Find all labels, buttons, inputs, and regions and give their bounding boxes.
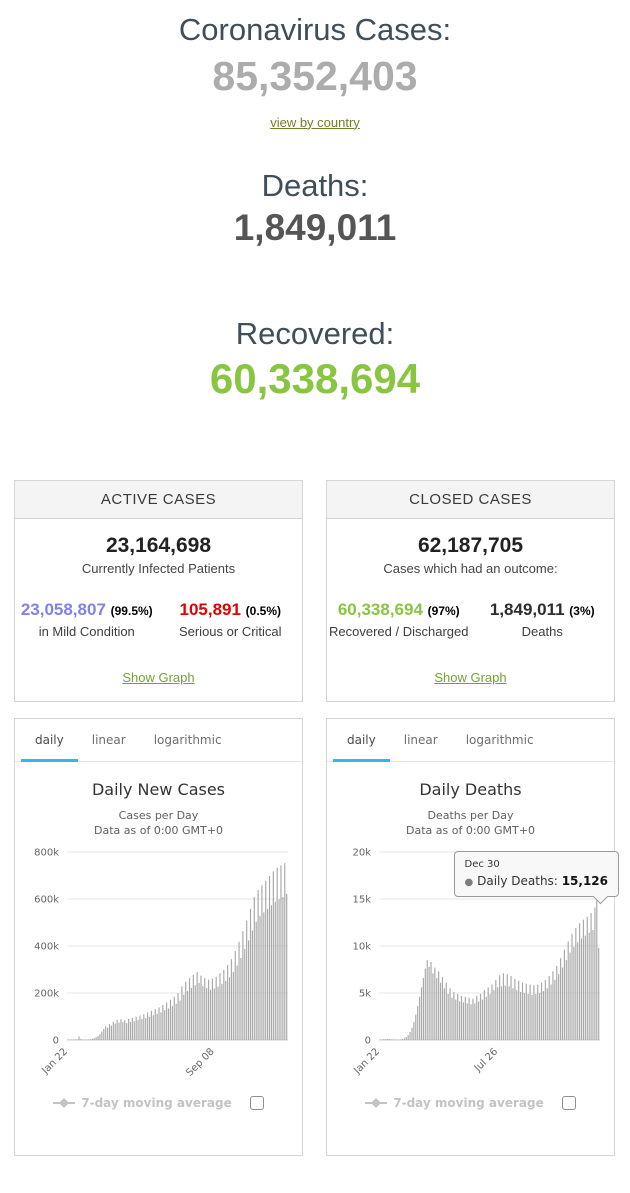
- closed-show-graph-link[interactable]: Show Graph: [434, 669, 507, 685]
- deaths-outcome-stat: 1,849,011 (3%) Deaths: [471, 600, 615, 639]
- cases-count: 85,352,403: [212, 52, 418, 99]
- cases-chart-tabs: daily linear logarithmic: [15, 719, 302, 762]
- main-counters: Coronavirus Cases: 85,352,403 view by co…: [0, 12, 630, 402]
- mild-number: 23,058,807: [20, 599, 106, 619]
- cases-legend-item[interactable]: 7-day moving average: [53, 1096, 232, 1111]
- serious-critical-stat: 105,891 (0.5%) Serious or Critical: [159, 600, 303, 639]
- active-cases-caption: Currently Infected Patients: [81, 560, 236, 576]
- closed-cases-caption: Cases which had an outcome:: [383, 560, 558, 576]
- deaths-outcome-caption: Deaths: [521, 623, 563, 639]
- active-cases-number: 23,164,698: [105, 533, 212, 557]
- deaths-chart-tabs: daily linear logarithmic: [327, 719, 614, 762]
- deaths-legend-checkbox[interactable]: [561, 1096, 576, 1111]
- active-cases-card: ACTIVE CASES 23,164,698 Currently Infect…: [14, 479, 303, 702]
- serious-pct: (0.5%): [245, 603, 282, 618]
- svg-text:5k: 5k: [359, 989, 371, 1000]
- svg-text:20k: 20k: [352, 848, 371, 859]
- closed-cases-number: 62,187,705: [417, 533, 524, 557]
- mild-pct: (99.5%): [110, 603, 153, 618]
- tab-logarithmic[interactable]: logarithmic: [465, 732, 534, 747]
- recovered-pct: (97%): [427, 603, 460, 618]
- cases-chart-plot[interactable]: 0 200k 400k 600k 800k Jan 22 Sep 08: [15, 844, 302, 1086]
- chart-cards-row: daily linear logarithmic Daily New Cases…: [0, 717, 630, 1156]
- cases-chart-subtitle: Cases per Day Data as of 0:00 GMT+0: [94, 808, 223, 837]
- svg-text:200k: 200k: [34, 989, 59, 1000]
- recovered-outcome-number: 60,338,694: [337, 599, 423, 619]
- cases-heading: Coronavirus Cases:: [178, 12, 452, 47]
- tab-daily[interactable]: daily: [21, 719, 78, 762]
- deaths-chart-subtitle: Deaths per Day Data as of 0:00 GMT+0: [406, 808, 535, 837]
- cases-legend-checkbox[interactable]: [249, 1096, 264, 1111]
- daily-deaths-card: daily linear logarithmic Daily Deaths De…: [326, 717, 619, 1156]
- chart-tooltip: Dec 30 ● Daily Deaths: 15,126: [453, 850, 619, 897]
- recovered-heading: Recovered:: [235, 315, 395, 351]
- deaths-chart-title: Daily Deaths: [419, 779, 522, 799]
- mild-caption: in Mild Condition: [38, 623, 135, 639]
- closed-cases-title: CLOSED CASES: [327, 480, 614, 519]
- view-by-country-link[interactable]: view by country: [270, 114, 360, 130]
- svg-text:0: 0: [365, 1036, 371, 1047]
- svg-text:10k: 10k: [352, 942, 371, 953]
- deaths-outcome-number: 1,849,011: [489, 599, 565, 619]
- recovered-discharged-stat: 60,338,694 (97%) Recovered / Discharged: [327, 600, 471, 639]
- tab-logarithmic[interactable]: logarithmic: [153, 732, 222, 747]
- svg-text:600k: 600k: [34, 895, 59, 906]
- moving-average-marker-icon: [53, 1098, 76, 1109]
- active-cases-title: ACTIVE CASES: [15, 480, 302, 519]
- tab-linear[interactable]: linear: [403, 732, 438, 747]
- cases-legend-label: 7-day moving average: [81, 1096, 232, 1111]
- svg-text:Jan 22: Jan 22: [351, 1047, 382, 1078]
- svg-text:Sep 08: Sep 08: [184, 1047, 216, 1079]
- stat-cards-row: ACTIVE CASES 23,164,698 Currently Infect…: [0, 479, 630, 702]
- mild-condition-stat: 23,058,807 (99.5%) in Mild Condition: [15, 600, 159, 639]
- closed-cases-card: CLOSED CASES 62,187,705 Cases which had …: [326, 479, 615, 702]
- cases-chart-title: Daily New Cases: [91, 779, 226, 799]
- tooltip-value: 15,126: [561, 873, 608, 888]
- svg-text:Jan 22: Jan 22: [39, 1047, 70, 1078]
- deaths-legend-item[interactable]: 7-day moving average: [365, 1096, 544, 1111]
- deaths-heading: Deaths:: [261, 167, 369, 203]
- tooltip-series-marker-icon: ●: [464, 876, 474, 888]
- deaths-legend-label: 7-day moving average: [393, 1096, 544, 1111]
- moving-average-marker-icon: [365, 1098, 388, 1109]
- active-show-graph-link[interactable]: Show Graph: [122, 669, 195, 685]
- recovered-count: 60,338,694: [209, 354, 421, 402]
- svg-text:0: 0: [53, 1036, 59, 1047]
- deaths-pct: (3%): [569, 603, 595, 618]
- recovered-outcome-caption: Recovered / Discharged: [329, 623, 469, 639]
- daily-new-cases-card: daily linear logarithmic Daily New Cases…: [14, 717, 303, 1156]
- svg-text:400k: 400k: [34, 942, 59, 953]
- tab-daily[interactable]: daily: [333, 719, 390, 762]
- serious-caption: Serious or Critical: [178, 623, 282, 639]
- tooltip-series-label: Daily Deaths:: [477, 873, 558, 888]
- svg-text:800k: 800k: [34, 848, 59, 859]
- serious-number: 105,891: [179, 599, 241, 619]
- svg-text:Jul 26: Jul 26: [472, 1047, 500, 1075]
- tab-linear[interactable]: linear: [91, 732, 126, 747]
- deaths-count: 1,849,011: [233, 207, 397, 249]
- svg-text:15k: 15k: [352, 895, 371, 906]
- tooltip-date: Dec 30: [464, 858, 500, 870]
